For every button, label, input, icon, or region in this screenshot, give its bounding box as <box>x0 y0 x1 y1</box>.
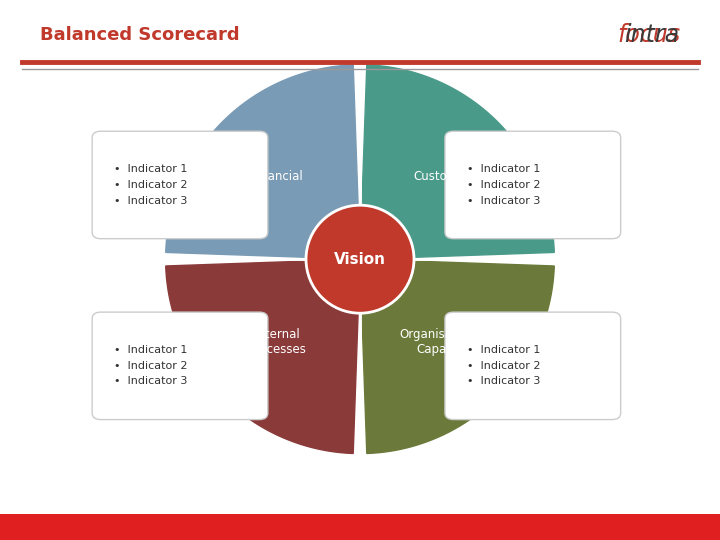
Polygon shape <box>360 65 554 259</box>
Bar <box>0 514 720 540</box>
FancyBboxPatch shape <box>92 131 268 239</box>
Text: Customer: Customer <box>414 170 471 183</box>
Polygon shape <box>166 65 360 259</box>
Text: •  Indicator 1
•  Indicator 2
•  Indicator 3: • Indicator 1 • Indicator 2 • Indicator … <box>467 164 540 206</box>
FancyBboxPatch shape <box>92 312 268 420</box>
Text: focus: focus <box>617 23 680 47</box>
FancyBboxPatch shape <box>445 312 621 420</box>
Polygon shape <box>360 259 554 454</box>
FancyBboxPatch shape <box>445 131 621 239</box>
Polygon shape <box>166 259 360 454</box>
Text: •  Indicator 1
•  Indicator 2
•  Indicator 3: • Indicator 1 • Indicator 2 • Indicator … <box>467 345 540 387</box>
Text: Vision: Vision <box>334 252 386 267</box>
Ellipse shape <box>306 205 414 313</box>
Text: Internal
Processes: Internal Processes <box>248 328 307 356</box>
Text: •  Indicator 1
•  Indicator 2
•  Indicator 3: • Indicator 1 • Indicator 2 • Indicator … <box>114 345 187 387</box>
Text: Balanced Scorecard: Balanced Scorecard <box>40 26 239 44</box>
Text: •  Indicator 1
•  Indicator 2
•  Indicator 3: • Indicator 1 • Indicator 2 • Indicator … <box>114 164 187 206</box>
Text: Organisational
Capacity: Organisational Capacity <box>400 328 486 356</box>
Text: Financial: Financial <box>252 170 303 183</box>
Text: intra: intra <box>624 23 680 47</box>
